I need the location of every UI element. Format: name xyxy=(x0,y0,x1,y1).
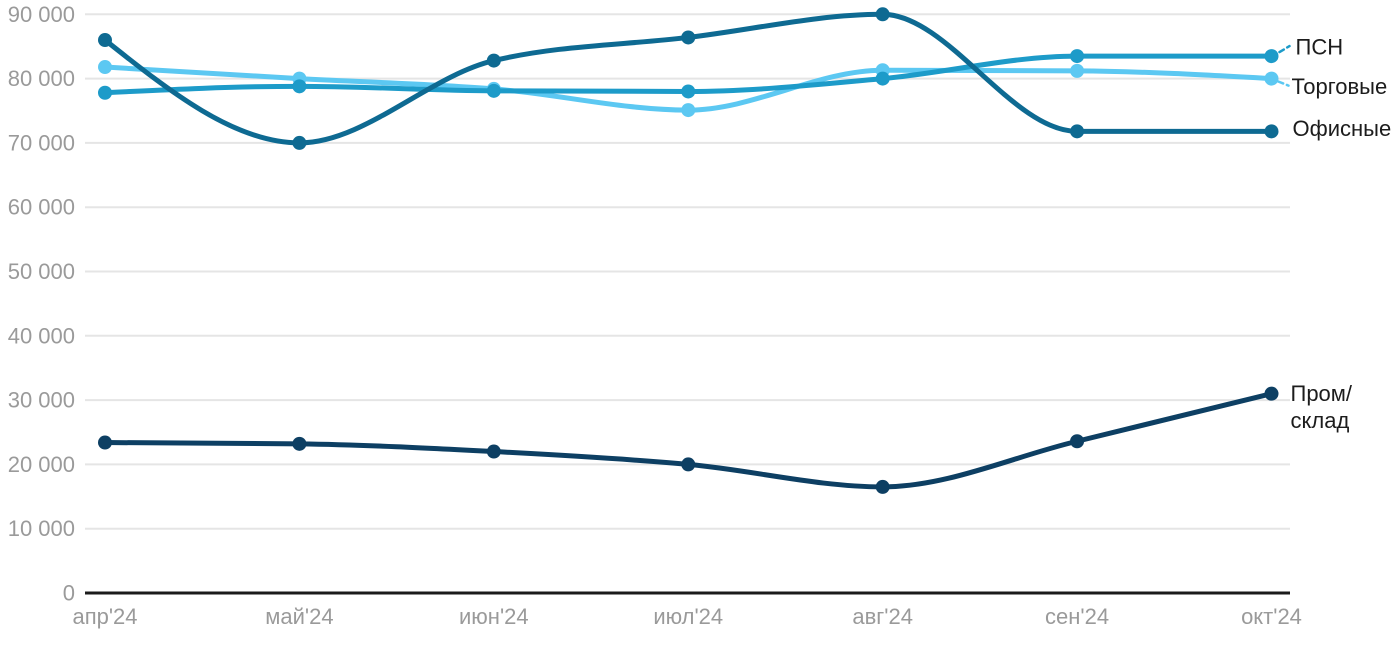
y-tick-label: 30 000 xyxy=(8,388,75,413)
y-tick-label: 20 000 xyxy=(8,452,75,477)
series-label-ofisnye: Офисные xyxy=(1293,116,1392,141)
data-point-psn xyxy=(98,85,112,100)
x-tick-label: июл'24 xyxy=(653,604,723,629)
x-tick-label: сен'24 xyxy=(1045,604,1109,629)
data-point-ofisnye xyxy=(1264,124,1279,139)
series-label-connector-torgovye xyxy=(1277,80,1290,87)
data-point-prom-sklad xyxy=(98,435,112,450)
y-tick-label: 70 000 xyxy=(8,130,75,155)
data-point-prom-sklad xyxy=(875,479,890,494)
data-point-torgovye xyxy=(98,60,112,75)
data-point-prom-sklad xyxy=(486,444,501,459)
y-tick-label: 60 000 xyxy=(8,195,75,220)
x-tick-label: апр'24 xyxy=(72,604,137,629)
data-point-psn xyxy=(1264,49,1279,64)
data-point-ofisnye xyxy=(681,30,696,45)
x-tick-label: май'24 xyxy=(265,604,333,629)
data-point-ofisnye xyxy=(98,33,112,48)
series-label-psn: ПСН xyxy=(1296,35,1344,60)
data-point-prom-sklad xyxy=(681,457,696,472)
y-tick-label: 50 000 xyxy=(8,259,75,284)
data-point-ofisnye xyxy=(1070,124,1085,139)
data-point-prom-sklad xyxy=(1264,386,1279,401)
data-point-psn xyxy=(292,79,307,94)
data-point-psn xyxy=(486,83,501,98)
series-line-prom-sklad xyxy=(102,391,1274,490)
data-point-prom-sklad xyxy=(1070,434,1085,449)
series-label-torgovye: Торговые xyxy=(1292,74,1388,99)
x-tick-label: окт'24 xyxy=(1241,604,1302,629)
data-point-ofisnye xyxy=(875,7,890,22)
data-point-prom-sklad xyxy=(292,436,307,451)
y-tick-label: 90 000 xyxy=(8,2,75,27)
y-tick-label: 0 xyxy=(63,581,75,606)
data-point-ofisnye xyxy=(292,135,307,150)
series-label-connector-psn xyxy=(1278,44,1291,54)
data-point-torgovye xyxy=(1070,63,1085,78)
x-tick-label: июн'24 xyxy=(459,604,529,629)
x-tick-label: авг'24 xyxy=(852,604,913,629)
y-tick-label: 80 000 xyxy=(8,66,75,91)
y-tick-label: 10 000 xyxy=(8,516,75,541)
data-point-psn xyxy=(1070,49,1085,64)
series-label-prom-sklad: Пром/ xyxy=(1291,381,1353,406)
data-point-torgovye xyxy=(1264,71,1279,86)
data-point-torgovye xyxy=(681,103,696,118)
series-label-prom-sklad: склад xyxy=(1291,408,1350,433)
data-point-psn xyxy=(681,84,696,99)
data-point-ofisnye xyxy=(486,53,501,68)
y-tick-label: 40 000 xyxy=(8,323,75,348)
data-point-psn xyxy=(875,71,890,86)
